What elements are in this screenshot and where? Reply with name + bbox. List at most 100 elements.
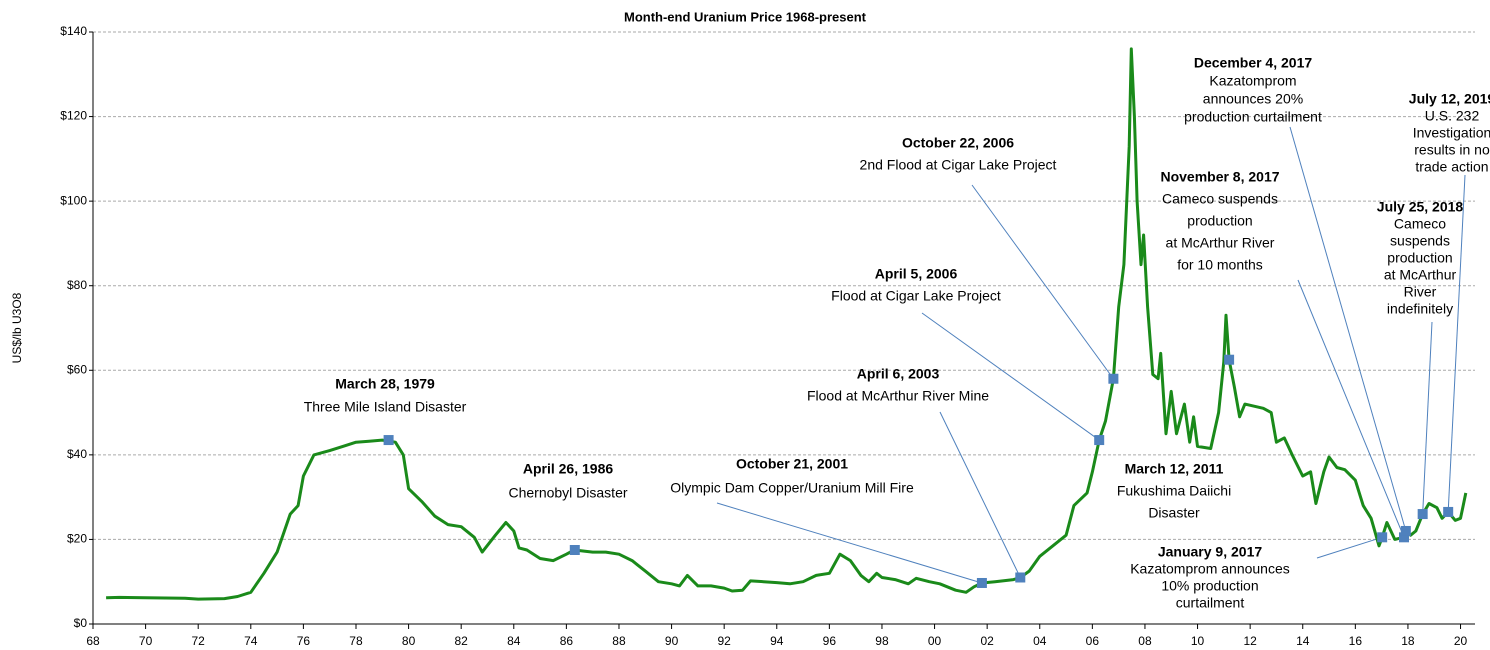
x-tick-label: 68	[86, 634, 100, 648]
annotation-text: suspends	[1390, 233, 1450, 249]
x-tick-label: 20	[1454, 634, 1468, 648]
leader-line	[1289, 126, 1407, 532]
annotation-text: production	[1387, 250, 1452, 266]
leader-line	[1297, 279, 1405, 538]
annotation-date: October 22, 2006	[902, 135, 1014, 151]
annotation-text: 2nd Flood at Cigar Lake Project	[860, 157, 1057, 173]
event-marker	[1108, 373, 1119, 384]
annotation-text: River	[1404, 284, 1437, 300]
leader-line	[971, 184, 1114, 380]
annotation-text: announces 20%	[1203, 91, 1303, 107]
annotation-text: at McArthur River	[1166, 235, 1275, 251]
annotation-text: for 10 months	[1177, 257, 1263, 273]
event-marker	[1015, 572, 1026, 583]
annotation-date: January 9, 2017	[1158, 544, 1263, 560]
annotation-text: Disaster	[1148, 505, 1200, 521]
leader-line	[716, 502, 983, 584]
x-tick-label: 14	[1296, 634, 1310, 648]
annotation-date: April 26, 1986	[523, 461, 613, 477]
event-marker	[1400, 525, 1411, 536]
annotation-text: curtailment	[1176, 595, 1245, 611]
y-tick-label: $80	[67, 278, 87, 292]
x-tick-label: 86	[560, 634, 574, 648]
x-tick-label: 82	[455, 634, 469, 648]
x-tick-label: 96	[823, 634, 837, 648]
annotation-date: April 5, 2006	[875, 266, 958, 282]
x-tick-label: 88	[612, 634, 626, 648]
annotation-text: Chernobyl Disaster	[508, 485, 627, 501]
annotation-date: March 28, 1979	[335, 376, 435, 392]
annotation-text: indefinitely	[1387, 301, 1453, 317]
x-tick-label: 94	[770, 634, 784, 648]
annotation-date: July 12, 2019	[1409, 91, 1490, 107]
x-tick-label: 10	[1191, 634, 1205, 648]
annotation-date: July 25, 2018	[1377, 199, 1464, 215]
x-tick-label: 04	[1033, 634, 1047, 648]
y-tick-label: $40	[67, 447, 87, 461]
annotation-text: at McArthur	[1384, 267, 1457, 283]
x-tick-label: 00	[928, 634, 942, 648]
x-tick-label: 02	[980, 634, 994, 648]
annotation-text: Olympic Dam Copper/Uranium Mill Fire	[670, 480, 914, 496]
x-tick-label: 08	[1138, 634, 1152, 648]
x-tick-label: 06	[1086, 634, 1100, 648]
annotation-date: October 21, 2001	[736, 456, 848, 472]
event-marker	[1398, 532, 1409, 543]
annotation-date: December 4, 2017	[1194, 55, 1313, 71]
annotation-text: trade action	[1415, 159, 1488, 175]
x-tick-label: 18	[1401, 634, 1415, 648]
x-tick-label: 12	[1243, 634, 1257, 648]
leader-line	[1316, 536, 1383, 559]
x-tick-label: 92	[717, 634, 731, 648]
annotation-text: 10% production	[1161, 578, 1258, 594]
x-tick-label: 70	[139, 634, 153, 648]
annotation-text: U.S. 232	[1425, 108, 1480, 124]
annotation-date: March 12, 2011	[1125, 461, 1224, 477]
annotation-text: Kazatomprom	[1209, 73, 1296, 89]
x-tick-label: 72	[192, 634, 206, 648]
event-marker	[1094, 435, 1105, 446]
x-tick-label: 16	[1349, 634, 1363, 648]
annotation-date: April 6, 2003	[857, 366, 940, 382]
y-axis-label: US$/lb U3O8	[10, 292, 24, 363]
event-marker	[1417, 509, 1428, 520]
event-marker	[383, 435, 394, 446]
x-tick-label: 90	[665, 634, 679, 648]
annotation-text: Cameco suspends	[1162, 191, 1278, 207]
x-tick-label: 84	[507, 634, 521, 648]
y-tick-label: $120	[60, 109, 87, 123]
annotation-text: Investigation	[1413, 125, 1490, 141]
event-marker	[569, 545, 580, 555]
annotation-text: Flood at Cigar Lake Project	[831, 288, 1001, 304]
y-tick-label: $0	[74, 616, 88, 630]
annotation-date: November 8, 2017	[1160, 169, 1279, 185]
x-tick-label: 98	[875, 634, 889, 648]
x-tick-label: 76	[297, 634, 311, 648]
y-tick-label: $20	[67, 532, 87, 546]
x-tick-label: 78	[349, 634, 363, 648]
annotation-text: production curtailment	[1184, 109, 1322, 125]
annotation-text: Three Mile Island Disaster	[304, 399, 467, 415]
leader-line	[939, 411, 1021, 578]
y-tick-label: $140	[60, 24, 87, 38]
x-tick-label: 74	[244, 634, 258, 648]
annotation-text: Cameco	[1394, 216, 1446, 232]
event-marker	[1443, 506, 1454, 517]
annotation-text: results in no	[1414, 142, 1490, 158]
event-marker	[1377, 532, 1388, 543]
event-marker	[1224, 354, 1235, 365]
y-tick-label: $100	[60, 193, 87, 207]
annotation-text: production	[1187, 213, 1252, 229]
x-tick-label: 80	[402, 634, 416, 648]
price-line	[106, 47, 1468, 601]
y-tick-label: $60	[67, 362, 87, 376]
leader-line	[1422, 321, 1433, 515]
annotation-text: Kazatomprom announces	[1130, 561, 1290, 577]
leader-line	[1447, 174, 1466, 512]
annotation-text: Fukushima Daiichi	[1117, 483, 1231, 499]
event-marker	[976, 577, 987, 588]
chart-title: Month-end Uranium Price 1968-present	[624, 9, 867, 24]
annotation-text: Flood at McArthur River Mine	[807, 388, 989, 404]
leader-line	[921, 312, 1100, 441]
